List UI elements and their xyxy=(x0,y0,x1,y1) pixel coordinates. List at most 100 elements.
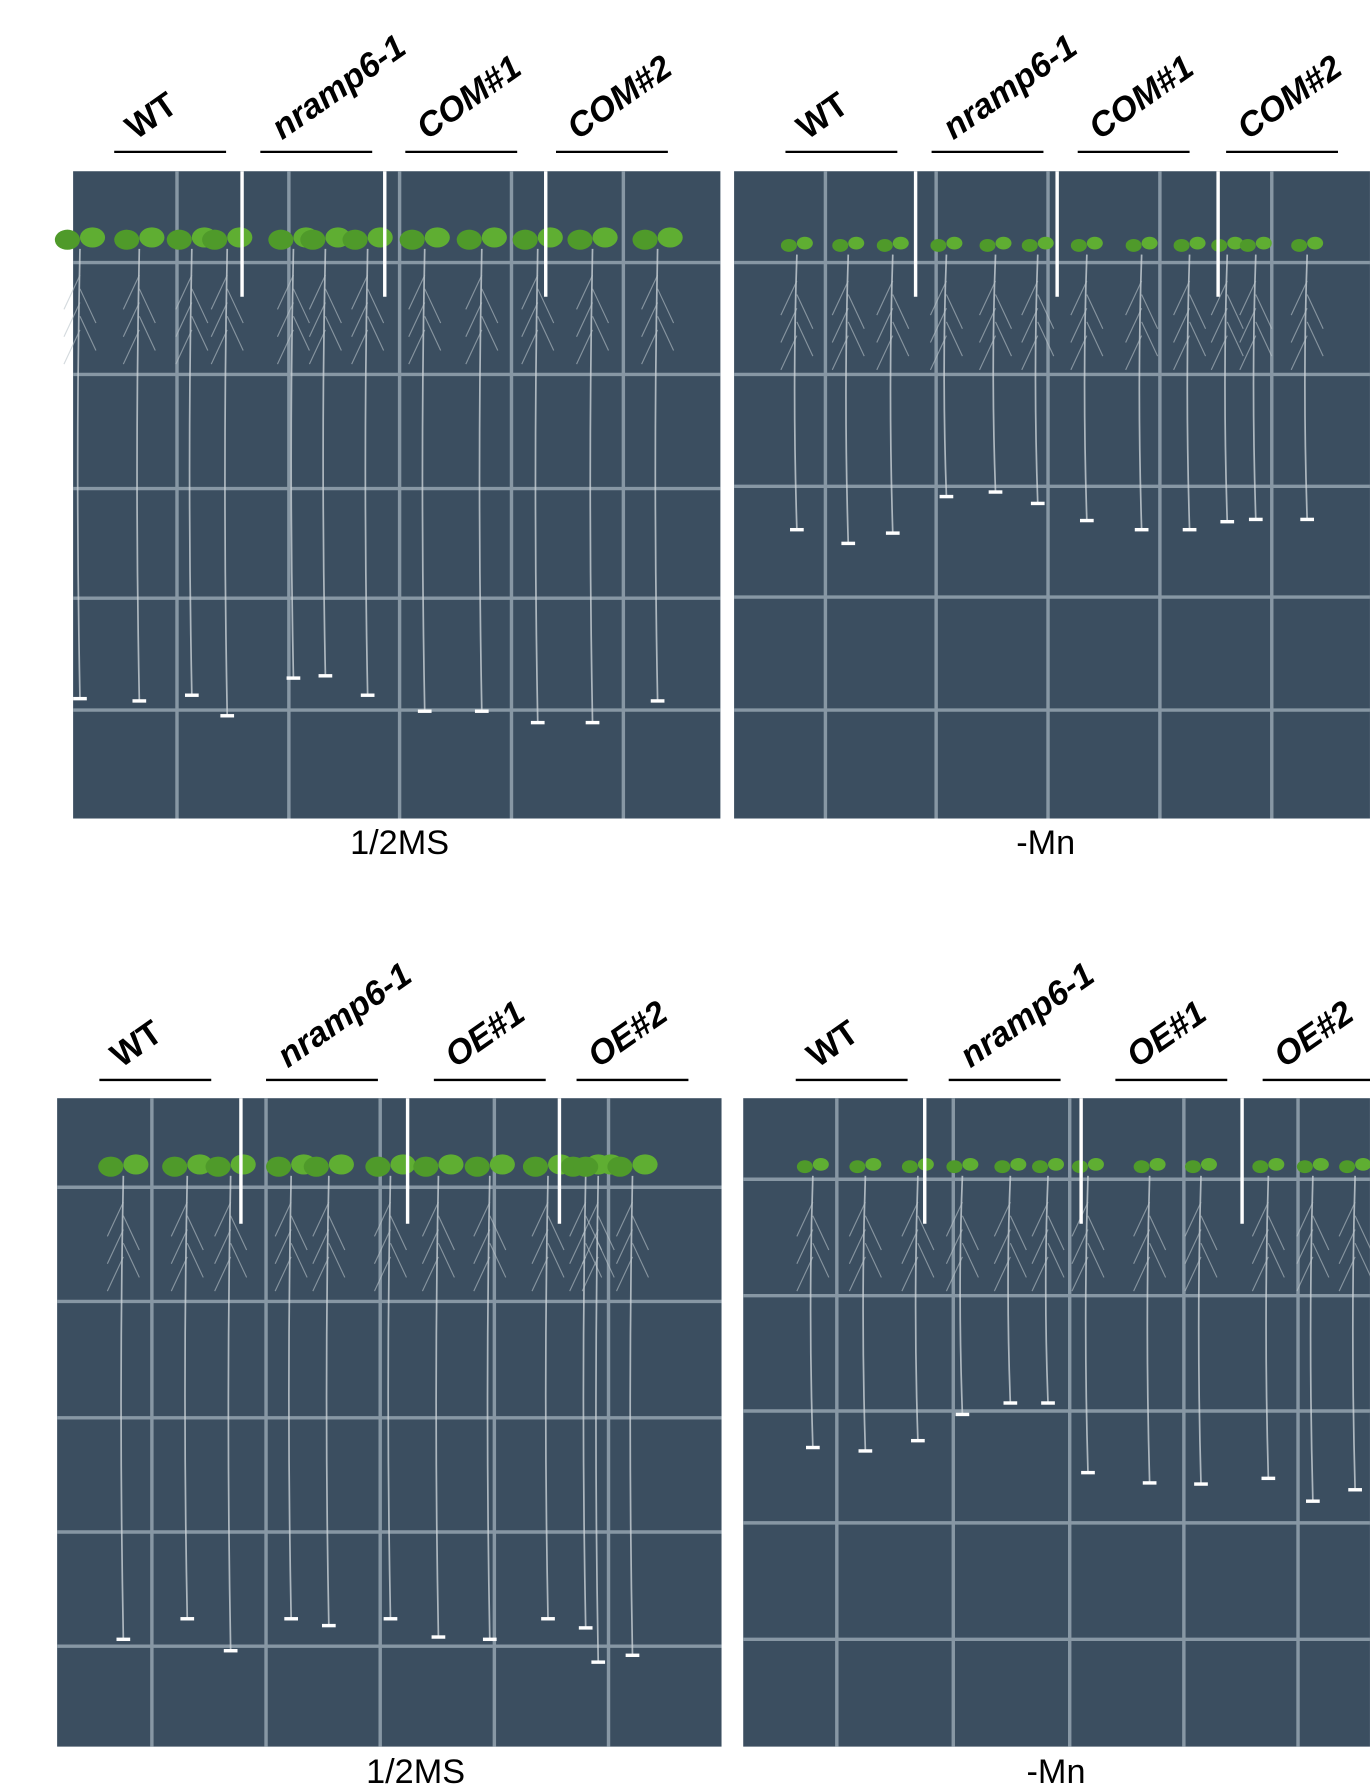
root-tip-mark xyxy=(287,676,301,679)
panel-caption: 1/2MS xyxy=(366,1753,465,1790)
root-tip-mark xyxy=(185,694,199,697)
genotype-label: OE#2 xyxy=(1267,994,1361,1075)
root-tip-mark xyxy=(1041,1401,1055,1404)
leaf xyxy=(206,1157,231,1177)
root-tip-mark xyxy=(132,699,146,702)
leaf xyxy=(98,1157,123,1177)
root-tip-mark xyxy=(1306,1499,1320,1502)
leaf xyxy=(1339,1160,1355,1173)
leaf xyxy=(300,230,325,250)
leaf xyxy=(930,239,946,252)
genotype-label: OE#2 xyxy=(581,994,675,1075)
genotype-label: nramp6-1 xyxy=(265,27,413,147)
leaf xyxy=(962,1158,978,1171)
root-tip-mark xyxy=(1261,1477,1275,1480)
root-tip-mark xyxy=(591,1660,605,1663)
leaf xyxy=(80,227,105,247)
genotype-label: COM#2 xyxy=(1231,48,1349,147)
root-tip-mark xyxy=(1004,1401,1018,1404)
leaf xyxy=(1010,1158,1026,1171)
leaf xyxy=(390,1154,415,1174)
leaf xyxy=(343,230,368,250)
leaf xyxy=(1071,239,1087,252)
genotype-label: WT xyxy=(790,85,855,147)
root-tip-mark xyxy=(475,709,489,712)
leaf xyxy=(1142,237,1158,250)
root-tip-mark xyxy=(284,1617,298,1620)
root-tip-mark xyxy=(73,697,87,700)
root-tip-mark xyxy=(790,528,804,531)
leaf xyxy=(1150,1158,1166,1171)
root-tip-mark xyxy=(1300,518,1314,521)
leaf xyxy=(438,1154,463,1174)
leaf xyxy=(567,230,592,250)
leaf xyxy=(231,1154,256,1174)
leaf xyxy=(1038,237,1054,250)
leaf xyxy=(513,230,538,250)
leaf xyxy=(1022,239,1038,252)
root-tip-mark xyxy=(319,674,333,677)
root-tip-mark xyxy=(1194,1482,1208,1485)
root-tip-mark xyxy=(940,495,954,498)
leaf xyxy=(538,227,563,247)
leaf xyxy=(946,237,962,250)
leaf xyxy=(893,237,909,250)
leaf xyxy=(1268,1158,1284,1171)
root-tip-mark xyxy=(432,1635,446,1638)
leaf xyxy=(167,230,192,250)
root-tip-mark xyxy=(322,1624,336,1627)
leaf xyxy=(607,1157,632,1177)
root-tip-mark xyxy=(651,699,665,702)
leaf xyxy=(1134,1160,1150,1173)
root-tip-mark xyxy=(886,531,900,534)
leaf xyxy=(980,239,996,252)
root-tip-mark xyxy=(586,721,600,724)
root-tip-mark xyxy=(956,1413,970,1416)
root-tip-mark xyxy=(989,490,1003,493)
leaf xyxy=(632,1154,657,1174)
root-tip-mark xyxy=(116,1638,130,1641)
leaf xyxy=(490,1154,515,1174)
leaf xyxy=(632,230,657,250)
leaf xyxy=(1126,239,1142,252)
leaf xyxy=(1291,239,1307,252)
panel-caption: -Mn xyxy=(1027,1753,1086,1790)
leaf xyxy=(848,237,864,250)
leaf xyxy=(797,1160,813,1173)
leaf xyxy=(1174,239,1190,252)
leaf xyxy=(658,227,683,247)
leaf xyxy=(400,230,425,250)
plate xyxy=(734,171,1370,818)
leaf xyxy=(797,237,813,250)
root-tip-mark xyxy=(224,1649,238,1652)
panel: WTnramp6-1OE#1OE#2-Mn xyxy=(743,956,1370,1790)
leaf xyxy=(781,239,797,252)
root-tip-mark xyxy=(1081,1471,1095,1474)
leaf xyxy=(202,230,227,250)
leaf xyxy=(1088,1158,1104,1171)
leaf xyxy=(1297,1160,1313,1173)
leaf xyxy=(114,230,139,250)
root-tip-mark xyxy=(911,1439,925,1442)
leaf xyxy=(946,1160,962,1173)
genotype-label: COM#1 xyxy=(410,48,528,147)
root-tip-mark xyxy=(806,1446,820,1449)
root-tip-mark xyxy=(1143,1481,1157,1484)
leaf xyxy=(457,230,482,250)
genotype-label: WT xyxy=(800,1013,865,1075)
leaf xyxy=(465,1157,490,1177)
root-tip-mark xyxy=(384,1617,398,1620)
root-tip-mark xyxy=(1080,519,1094,522)
leaf xyxy=(523,1157,548,1177)
leaf xyxy=(1307,237,1323,250)
leaf xyxy=(849,1160,865,1173)
root-tip-mark xyxy=(180,1617,194,1620)
leaf xyxy=(1252,1160,1268,1173)
leaf xyxy=(877,239,893,252)
leaf xyxy=(227,227,252,247)
root-tip-mark xyxy=(1249,518,1263,521)
leaf xyxy=(413,1157,438,1177)
leaf xyxy=(139,227,164,247)
genotype-label: COM#1 xyxy=(1082,48,1200,147)
root-tip-mark xyxy=(1348,1488,1362,1491)
